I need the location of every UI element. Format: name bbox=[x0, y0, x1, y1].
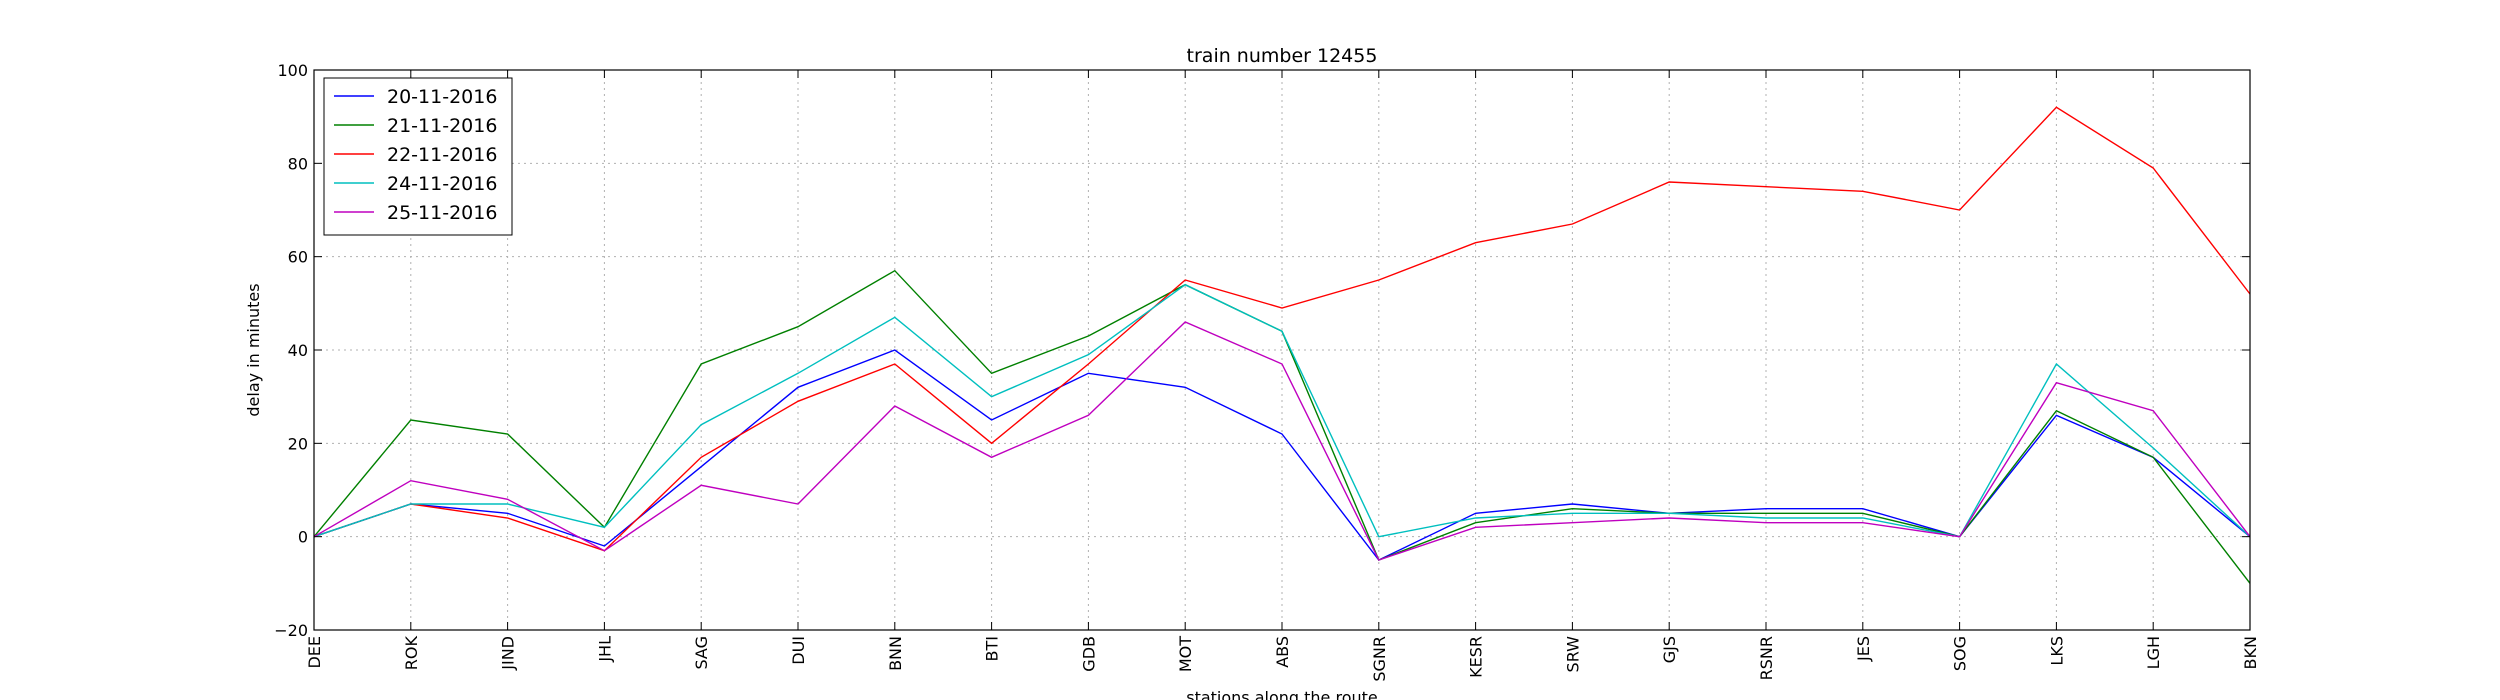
chart-title: train number 12455 bbox=[1187, 45, 1378, 67]
x-tick-label: SGNR bbox=[1370, 636, 1389, 682]
x-tick-label: JHL bbox=[595, 636, 614, 663]
x-tick-label: BNN bbox=[886, 636, 905, 671]
x-tick-label: KESR bbox=[1467, 636, 1486, 678]
legend: 20-11-2016 21-11-2016 22-11-2016 24-11-2016… bbox=[323, 77, 513, 236]
x-tick-label: ABS bbox=[1273, 636, 1292, 668]
x-tick-label: GDB bbox=[1079, 636, 1098, 672]
legend-label: 25-11-2016 bbox=[387, 202, 497, 224]
series-line bbox=[313, 321, 2251, 561]
x-tick-label: DEE bbox=[305, 636, 324, 669]
legend-label: 22-11-2016 bbox=[387, 144, 497, 166]
x-tick-label: BTI bbox=[983, 636, 1002, 661]
y-tick-label: 0 bbox=[298, 528, 308, 547]
y-tick-label: 40 bbox=[288, 341, 308, 360]
series-layer bbox=[313, 106, 2251, 584]
x-tick-label: SOG bbox=[1951, 636, 1970, 671]
y-tick-label: 80 bbox=[288, 154, 308, 173]
x-tick-label: ROK bbox=[402, 635, 421, 670]
y-tick-label: 100 bbox=[277, 61, 308, 80]
y-axis: −20 0 20 40 60 80 100 bbox=[274, 61, 2250, 640]
x-tick-label: SAG bbox=[692, 636, 711, 670]
x-tick-label: JES bbox=[1854, 636, 1873, 662]
legend-box bbox=[323, 77, 513, 236]
legend-label: 20-11-2016 bbox=[387, 86, 497, 108]
x-tick-label: JIND bbox=[499, 636, 518, 671]
x-axis-label: stations along the route bbox=[1186, 688, 1378, 700]
y-tick-label: 60 bbox=[288, 248, 308, 267]
series-line bbox=[313, 106, 2251, 552]
x-tick-label: MOT bbox=[1176, 636, 1195, 672]
x-tick-label: RSNR bbox=[1757, 636, 1776, 680]
x-tick-label: LGH bbox=[2144, 636, 2163, 669]
y-axis-label: delay in minutes bbox=[244, 283, 263, 416]
x-tick-label: BKN bbox=[2241, 636, 2260, 669]
x-tick-label: DUI bbox=[789, 636, 808, 665]
x-tick-label: SRW bbox=[1563, 636, 1582, 673]
x-tick-label: LKS bbox=[2047, 636, 2066, 666]
legend-label: 21-11-2016 bbox=[387, 115, 497, 137]
y-tick-label: −20 bbox=[274, 621, 308, 640]
x-axis: DEE ROK JIND JHL SAG DUI BNN BTI GDB MOT ABS SGNR KE… bbox=[305, 70, 2260, 682]
x-tick-label: GJS bbox=[1660, 636, 1679, 663]
legend-label: 24-11-2016 bbox=[387, 173, 497, 195]
y-tick-label: 20 bbox=[288, 434, 308, 453]
series-line bbox=[313, 283, 2251, 538]
